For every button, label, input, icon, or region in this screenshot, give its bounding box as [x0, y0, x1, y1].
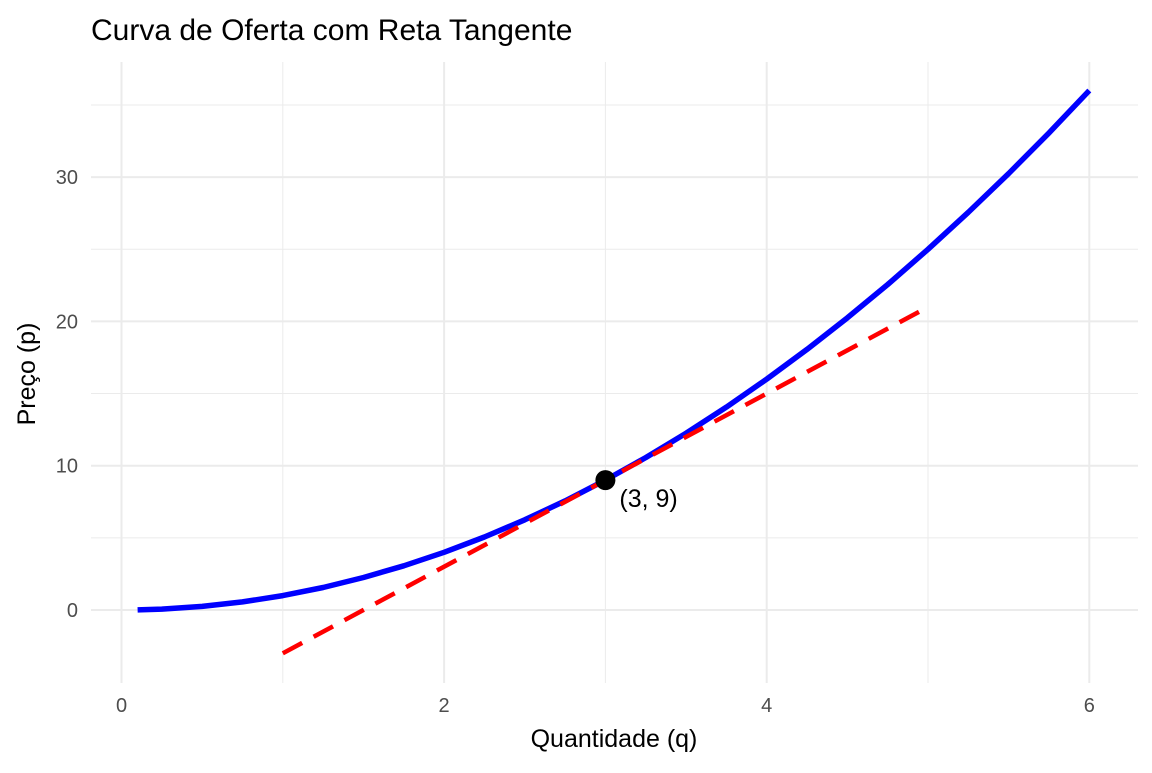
- axis-layer: 0 2 4 6 0 10 20 30: [56, 167, 1095, 717]
- x-axis-label: Quantidade (q): [531, 725, 698, 753]
- y-tick-label: 30: [56, 167, 78, 189]
- series-layer: [137, 88, 1092, 656]
- tangent-point-marker: [595, 470, 616, 491]
- chart-title: Curva de Oferta com Reta Tangente: [91, 14, 572, 47]
- x-tick-label: 6: [1084, 695, 1095, 717]
- supply-curve-line: [137, 88, 1092, 613]
- grid-layer: [91, 62, 1138, 683]
- y-tick-label: 0: [67, 600, 78, 622]
- x-tick-label: 0: [116, 695, 127, 717]
- y-tick-label: 10: [56, 456, 78, 478]
- x-tick-label: 2: [439, 695, 450, 717]
- x-tick-label: 4: [761, 695, 772, 717]
- y-axis-label: Preço (p): [13, 323, 41, 426]
- points-layer: (3, 9): [595, 470, 678, 513]
- tangent-point-label: (3, 9): [619, 485, 677, 513]
- y-tick-label: 20: [56, 311, 78, 333]
